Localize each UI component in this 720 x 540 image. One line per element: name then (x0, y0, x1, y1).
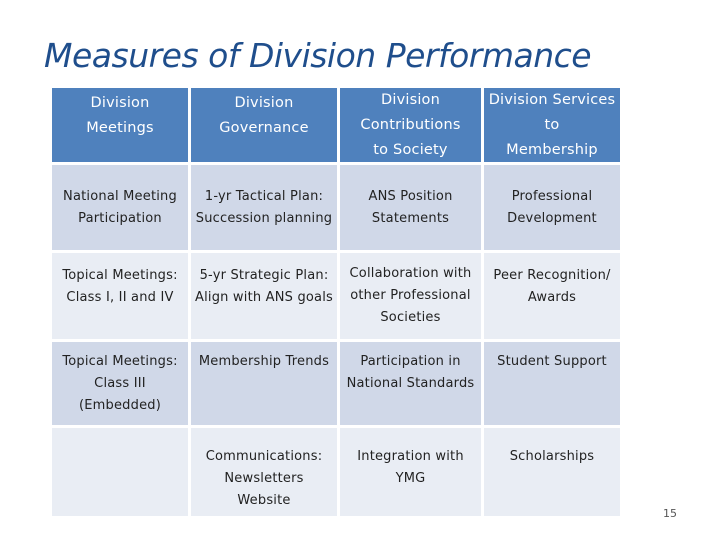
slide-title: Measures of Division Performance (44, 36, 592, 75)
table-cell: Membership Trends (191, 342, 337, 425)
table-cell: Peer Recognition/ Awards (484, 253, 620, 339)
table-cell: Collaboration with other Professional So… (340, 253, 481, 339)
header-division-governance: Division Governance (191, 88, 337, 162)
table-cell: National Meeting Participation (52, 165, 188, 250)
table-cell-empty (52, 428, 188, 516)
table-cell: Topical Meetings: Class I, II and IV (52, 253, 188, 339)
table-cell: Participation in National Standards (340, 342, 481, 425)
table-cell: ANS Position Statements (340, 165, 481, 250)
table-cell: Professional Development (484, 165, 620, 250)
performance-table: Division Meetings Division Governance Di… (52, 88, 620, 516)
header-division-meetings: Division Meetings (52, 88, 188, 162)
table-cell: Student Support (484, 342, 620, 425)
table-cell: 1-yr Tactical Plan: Succession planning (191, 165, 337, 250)
table-cell: Scholarships (484, 428, 620, 516)
table-cell: Integration with YMG (340, 428, 481, 516)
header-division-services: Division Services to Membership (484, 88, 620, 162)
page-number: 15 (663, 507, 677, 520)
table-cell: Topical Meetings: Class III (Embedded) (52, 342, 188, 425)
header-division-contributions: Division Contributions to Society (340, 88, 481, 162)
table-cell: 5-yr Strategic Plan: Align with ANS goal… (191, 253, 337, 339)
table-cell: Communications: Newsletters Website (191, 428, 337, 516)
